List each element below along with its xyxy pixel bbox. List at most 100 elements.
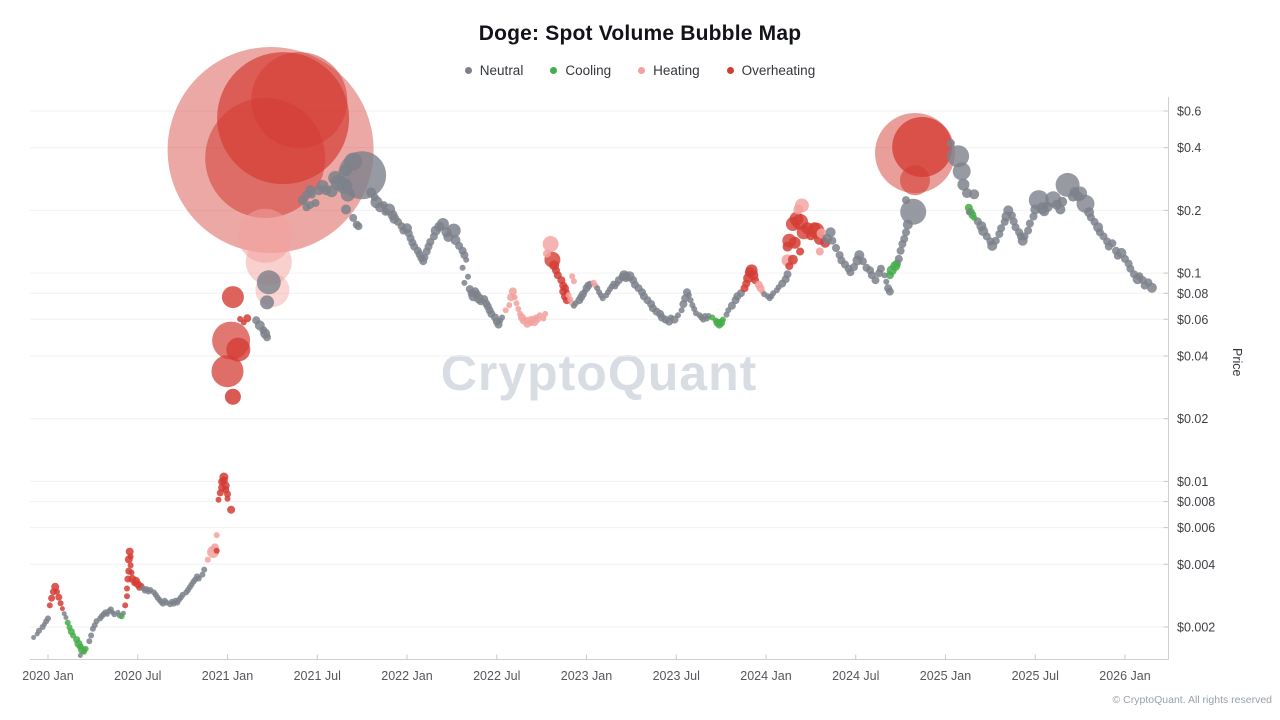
- data-bubble[interactable]: [570, 278, 577, 285]
- data-bubble[interactable]: [685, 292, 692, 299]
- data-bubble[interactable]: [902, 219, 913, 230]
- data-bubble[interactable]: [515, 306, 522, 312]
- data-bubble[interactable]: [892, 117, 953, 177]
- data-bubble[interactable]: [517, 310, 524, 317]
- data-bubble[interactable]: [128, 569, 135, 576]
- data-bubble[interactable]: [459, 264, 466, 271]
- data-bubble[interactable]: [224, 388, 241, 405]
- data-bubble[interactable]: [55, 593, 63, 601]
- data-bubble[interactable]: [858, 257, 867, 266]
- data-bubble[interactable]: [678, 307, 685, 314]
- data-bubble[interactable]: [499, 314, 506, 321]
- data-bubble[interactable]: [86, 638, 93, 645]
- data-bubble[interactable]: [64, 619, 71, 626]
- data-bubble[interactable]: [1055, 204, 1066, 215]
- data-bubble[interactable]: [796, 247, 805, 256]
- data-bubble[interactable]: [775, 284, 782, 291]
- data-bubble[interactable]: [57, 600, 64, 607]
- data-bubble[interactable]: [63, 615, 69, 620]
- data-bubble[interactable]: [513, 300, 520, 307]
- data-bubble[interactable]: [946, 139, 955, 148]
- data-bubble[interactable]: [260, 295, 274, 310]
- data-bubble[interactable]: [70, 632, 77, 639]
- data-bubble[interactable]: [110, 609, 116, 615]
- data-bubble[interactable]: [957, 178, 970, 191]
- data-bubble[interactable]: [508, 287, 517, 296]
- data-bubble[interactable]: [199, 571, 206, 578]
- data-bubble[interactable]: [201, 566, 208, 573]
- data-bubble[interactable]: [88, 632, 95, 639]
- data-bubble[interactable]: [1042, 201, 1053, 212]
- data-bubble[interactable]: [41, 621, 47, 627]
- data-bubble[interactable]: [511, 294, 518, 301]
- data-bubble[interactable]: [815, 247, 824, 256]
- data-bubble[interactable]: [66, 624, 73, 631]
- data-bubble[interactable]: [104, 611, 110, 617]
- data-bubble[interactable]: [527, 320, 534, 326]
- data-bubble[interactable]: [259, 326, 268, 335]
- data-bubble[interactable]: [120, 610, 126, 616]
- data-bubble[interactable]: [542, 236, 559, 252]
- data-bubble[interactable]: [77, 653, 83, 658]
- data-bubble[interactable]: [221, 286, 244, 309]
- data-bubble[interactable]: [1020, 232, 1029, 241]
- data-bubble[interactable]: [896, 246, 905, 255]
- data-bubble[interactable]: [216, 489, 224, 497]
- data-bubble[interactable]: [871, 276, 880, 285]
- data-bubble[interactable]: [719, 316, 726, 323]
- data-bubble[interactable]: [115, 609, 121, 615]
- data-bubble[interactable]: [1030, 204, 1041, 215]
- data-bubble[interactable]: [687, 297, 694, 304]
- data-bubble[interactable]: [213, 532, 220, 539]
- data-bubble[interactable]: [124, 585, 130, 592]
- data-bubble[interactable]: [805, 230, 816, 241]
- data-bubble[interactable]: [31, 635, 37, 640]
- data-bubble[interactable]: [883, 278, 890, 285]
- data-bubble[interactable]: [370, 193, 379, 202]
- data-bubble[interactable]: [569, 273, 576, 280]
- data-bubble[interactable]: [614, 280, 620, 287]
- data-bubble[interactable]: [465, 273, 471, 280]
- data-bubble[interactable]: [787, 254, 798, 265]
- data-bubble[interactable]: [618, 273, 627, 282]
- data-bubble[interactable]: [1090, 217, 1099, 226]
- data-bubble[interactable]: [227, 505, 236, 514]
- data-bubble[interactable]: [1073, 191, 1084, 202]
- data-bubble[interactable]: [572, 300, 579, 307]
- data-bubble[interactable]: [263, 333, 271, 342]
- data-bubble[interactable]: [82, 645, 89, 652]
- data-bubble[interactable]: [251, 52, 348, 149]
- data-bubble[interactable]: [256, 270, 281, 295]
- data-bubble[interactable]: [885, 287, 894, 296]
- data-bubble[interactable]: [127, 553, 134, 560]
- data-bubble[interactable]: [502, 307, 509, 314]
- data-bubble[interactable]: [832, 244, 840, 252]
- data-bubble[interactable]: [965, 209, 972, 216]
- data-bubble[interactable]: [245, 239, 292, 285]
- data-bubble[interactable]: [785, 262, 794, 271]
- data-bubble[interactable]: [947, 145, 970, 168]
- data-bubble[interactable]: [991, 236, 1000, 245]
- data-bubble[interactable]: [783, 270, 792, 279]
- data-bubble[interactable]: [349, 213, 358, 222]
- data-bubble[interactable]: [224, 490, 231, 498]
- data-bubble[interactable]: [381, 207, 390, 216]
- data-bubble[interactable]: [434, 221, 445, 232]
- data-bubble[interactable]: [127, 562, 134, 569]
- data-bubble[interactable]: [379, 201, 388, 210]
- data-bubble[interactable]: [59, 606, 65, 612]
- data-bubble[interactable]: [789, 211, 804, 226]
- data-bubble[interactable]: [314, 185, 324, 196]
- data-bubble[interactable]: [540, 315, 547, 322]
- data-bubble[interactable]: [421, 253, 429, 261]
- data-bubble[interactable]: [581, 288, 588, 295]
- data-bubble[interactable]: [971, 214, 978, 221]
- data-bubble[interactable]: [1000, 217, 1009, 226]
- data-bubble[interactable]: [124, 593, 130, 600]
- data-bubble[interactable]: [1113, 251, 1122, 260]
- data-bubble[interactable]: [782, 241, 793, 252]
- data-bubble[interactable]: [542, 310, 549, 317]
- legend-item-neutral[interactable]: Neutral: [464, 63, 523, 78]
- data-bubble[interactable]: [969, 189, 980, 200]
- data-bubble[interactable]: [793, 204, 804, 215]
